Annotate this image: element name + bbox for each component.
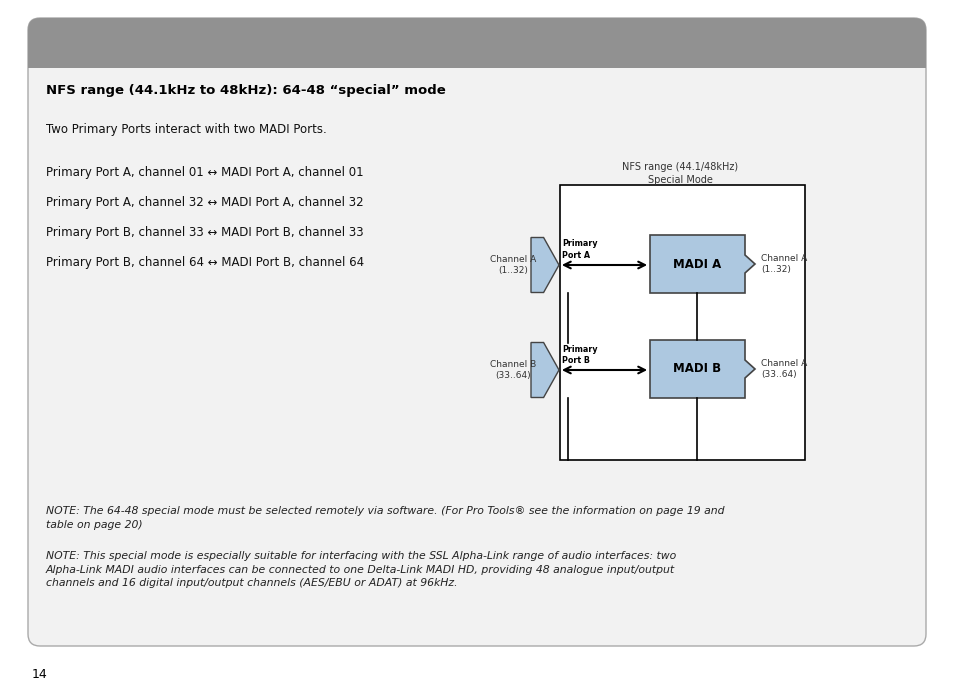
Text: Primary
Port A: Primary Port A [561,240,597,260]
Polygon shape [649,235,754,293]
Text: NOTE: The 64-48 special mode must be selected remotely via software. (For Pro To: NOTE: The 64-48 special mode must be sel… [46,506,723,529]
Text: Primary
Port B: Primary Port B [561,344,597,365]
Text: NFS range (44.1/48kHz)
Special Mode: NFS range (44.1/48kHz) Special Mode [621,162,738,185]
Text: Channel A
(1..32): Channel A (1..32) [489,255,536,275]
Text: Two Primary Ports interact with two MADI Ports.: Two Primary Ports interact with two MADI… [46,123,327,136]
Text: MADI B: MADI B [673,363,720,376]
Text: Channel A
(1..32): Channel A (1..32) [760,254,806,274]
Text: Primary Port A, channel 32 ↔ MADI Port A, channel 32: Primary Port A, channel 32 ↔ MADI Port A… [46,196,363,209]
FancyBboxPatch shape [28,18,925,646]
Text: NOTE: This special mode is especially suitable for interfacing with the SSL Alph: NOTE: This special mode is especially su… [46,551,676,588]
FancyBboxPatch shape [28,18,925,68]
Polygon shape [649,340,754,398]
Text: 14: 14 [32,668,48,681]
Polygon shape [531,238,558,292]
Bar [559,185,804,460]
Text: Primary Port B, channel 64 ↔ MADI Port B, channel 64: Primary Port B, channel 64 ↔ MADI Port B… [46,256,364,269]
Bar [28,43,925,68]
Text: MADI A: MADI A [673,257,720,270]
Text: NFS range (44.1kHz to 48kHz): 64-48 “special” mode: NFS range (44.1kHz to 48kHz): 64-48 “spe… [46,84,445,97]
Text: Channel B
(33..64): Channel B (33..64) [489,360,536,380]
Text: Channel A
(33..64): Channel A (33..64) [760,359,806,379]
Polygon shape [531,342,558,398]
Text: Primary Port A, channel 01 ↔ MADI Port A, channel 01: Primary Port A, channel 01 ↔ MADI Port A… [46,166,363,179]
Text: Primary Port B, channel 33 ↔ MADI Port B, channel 33: Primary Port B, channel 33 ↔ MADI Port B… [46,226,363,239]
